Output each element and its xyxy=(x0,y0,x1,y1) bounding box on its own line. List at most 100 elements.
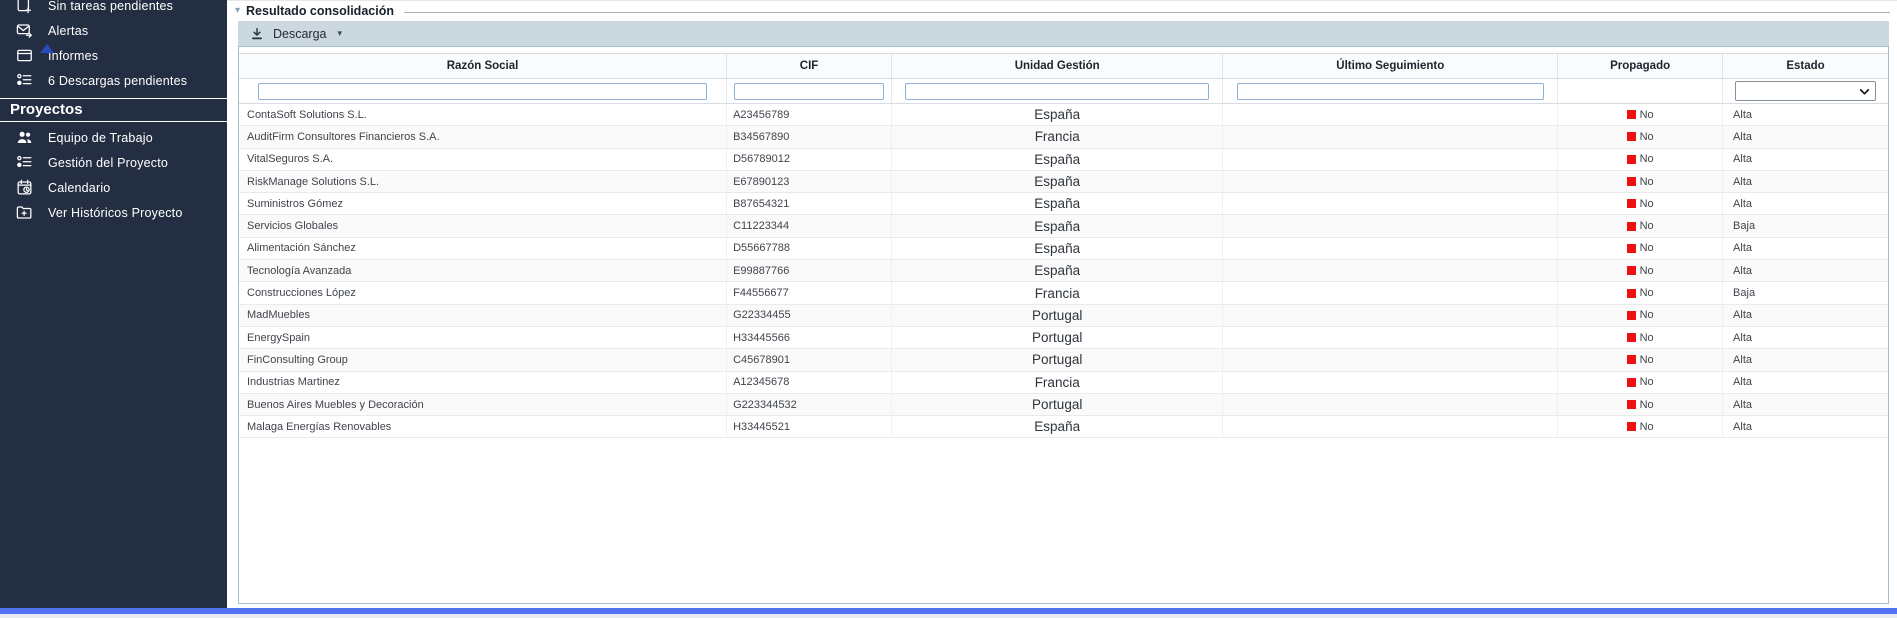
cell-cif: F44556677 xyxy=(727,282,892,304)
propagado-indicator xyxy=(1626,310,1636,320)
cell-razon_social: Malaga Energías Renovables xyxy=(239,416,728,438)
table-row[interactable]: MadMuebles G22334455 Portugal No Alta xyxy=(239,304,1888,327)
sidebar-item-sin-tareas-pendientes[interactable]: Sin tareas pendientes xyxy=(0,0,227,18)
cell-ultimo_seguimiento xyxy=(1223,126,1559,148)
table-row[interactable]: Industrias Martinez A12345678 Francia No Alt… xyxy=(239,371,1888,394)
propagado-indicator xyxy=(1626,400,1636,409)
cell-propagado: No xyxy=(1558,416,1724,438)
sidebar-item-label: Ver Históricos Proyecto xyxy=(48,205,183,220)
propagado-label: No xyxy=(1639,175,1654,188)
legend-divider xyxy=(403,11,1890,13)
cell-estado: Alta xyxy=(1733,353,1753,366)
cell-unidad_gestion: España xyxy=(892,193,1224,215)
cell-unidad_gestion: España xyxy=(892,148,1224,170)
table-body: ContaSoft Solutions S.L. A23456789 España N… xyxy=(239,104,1888,439)
calendar-clock-icon xyxy=(15,178,37,197)
column-header-unidad_gestion[interactable]: Unidad Gestión xyxy=(892,54,1224,78)
propagado-label: No xyxy=(1639,242,1654,255)
table-row[interactable]: VitalSeguros S.A. D56789012 España No Alta xyxy=(239,148,1888,171)
column-header-razon_social[interactable]: Razón Social xyxy=(239,54,728,78)
cell-estado: Alta xyxy=(1733,420,1753,433)
cell-ultimo_seguimiento xyxy=(1223,304,1559,326)
filter-cell-razon_social xyxy=(239,79,728,103)
download-button[interactable]: Descarga ▾ xyxy=(250,27,342,41)
cell-ultimo_seguimiento xyxy=(1223,393,1559,416)
filter-cif-input[interactable] xyxy=(733,82,885,100)
sidebar-section-proyectos: Proyectos xyxy=(0,98,227,122)
cell-ultimo_seguimiento xyxy=(1223,416,1559,438)
table-row[interactable]: Buenos Aires Muebles y Decoración G223344… xyxy=(239,393,1888,417)
cell-estado: Baja xyxy=(1733,220,1756,233)
propagado-indicator xyxy=(1626,221,1636,231)
cell-cif: G223344532 xyxy=(727,393,892,416)
table-row[interactable]: Alimentación Sánchez D55667788 España No Alt… xyxy=(239,237,1888,261)
cell-ultimo_seguimiento xyxy=(1223,170,1559,193)
column-header-estado[interactable]: Estado xyxy=(1786,60,1825,72)
cell-propagado: No xyxy=(1558,304,1724,326)
table-row[interactable]: Suministros Gómez B87654321 España No Alta xyxy=(239,193,1888,216)
sidebar-item-gestion-del-proyecto[interactable]: Gestión del Proyecto xyxy=(0,150,227,175)
table-row[interactable]: FinConsulting Group C45678901 Portugal No Al… xyxy=(239,349,1888,372)
propagado-indicator xyxy=(1626,132,1636,142)
cell-estado: Baja xyxy=(1733,287,1756,300)
dropdown-caret-icon: ▾ xyxy=(337,28,343,38)
filter-cell-ultimo_seguimiento xyxy=(1223,79,1559,103)
cell-estado: Alta xyxy=(1733,309,1753,322)
cell-estado: Alta xyxy=(1733,264,1753,277)
cell-ultimo_seguimiento xyxy=(1223,237,1559,260)
cell-razon_social: AuditFirm Consultores Financieros S.A. xyxy=(239,126,728,148)
propagado-label: No xyxy=(1639,108,1654,121)
column-header-cif[interactable]: CIF xyxy=(727,54,892,78)
table-row[interactable]: Servicios Globales C11223344 España No Baja xyxy=(239,215,1888,238)
sidebar-item-calendario[interactable]: Calendario xyxy=(0,175,227,200)
table-row[interactable]: Construcciones López F44556677 Francia No Ba… xyxy=(239,282,1888,305)
sidebar-item-equipo-de-trabajo[interactable]: Equipo de Trabajo xyxy=(0,125,227,150)
cell-unidad_gestion: España xyxy=(892,170,1224,193)
sidebar-item-descargas-pendientes[interactable]: 6 Descargas pendientes xyxy=(0,68,227,93)
filter-cell-cif xyxy=(727,79,892,103)
cell-estado: Alta xyxy=(1733,242,1753,255)
table-header-row: Razón Social CIF Unidad Gestión Último Segu… xyxy=(239,53,1888,79)
table-row[interactable]: Tecnología Avanzada E99887766 España No Alta xyxy=(239,260,1888,283)
propagado-indicator xyxy=(1626,110,1636,120)
cell-cif: E99887766 xyxy=(727,260,892,282)
filter-unidad_gestion-input[interactable] xyxy=(905,82,1210,100)
table-row[interactable]: EnergySpain H33445566 Portugal No Alta xyxy=(239,326,1888,350)
column-header-ultimo_seguimiento[interactable]: Último Seguimiento xyxy=(1223,54,1559,78)
filter-razon_social-input[interactable] xyxy=(258,82,707,100)
cell-propagado: No xyxy=(1558,371,1724,393)
propagado-indicator xyxy=(1626,288,1636,298)
sidebar-item-informes[interactable]: Informes xyxy=(0,43,227,68)
sidebar-item-ver-historicos-proyecto[interactable]: Ver Históricos Proyecto xyxy=(0,200,227,225)
cell-propagado: No xyxy=(1558,260,1724,282)
propagado-label: No xyxy=(1639,197,1654,210)
sidebar-item-alertas[interactable]: Alertas xyxy=(0,18,227,43)
filter-ultimo_seguimiento-input[interactable] xyxy=(1236,82,1544,100)
cell-estado: Alta xyxy=(1733,130,1753,143)
list-icon xyxy=(15,71,37,90)
collapse-caret-icon[interactable]: ▾ xyxy=(235,5,241,16)
download-button-label: Descarga xyxy=(273,26,327,41)
cell-propagado: No xyxy=(1558,349,1724,371)
propagado-label: No xyxy=(1639,220,1654,233)
cell-razon_social: Tecnología Avanzada xyxy=(239,260,728,282)
propagado-label: No xyxy=(1639,309,1654,322)
users-icon xyxy=(15,128,37,147)
filter-cell-propagado xyxy=(1558,79,1724,103)
tasks-icon xyxy=(15,0,37,15)
table-row[interactable]: AuditFirm Consultores Financieros S.A. B3… xyxy=(239,126,1888,149)
propagado-indicator xyxy=(1626,355,1636,365)
propagado-label: No xyxy=(1639,398,1654,411)
estado-filter-select[interactable] xyxy=(1735,81,1876,101)
table-row[interactable]: RiskManage Solutions S.L. E67890123 España… xyxy=(239,170,1888,194)
cell-ultimo_seguimiento xyxy=(1223,326,1559,349)
table-row[interactable]: ContaSoft Solutions S.L. A23456789 España N… xyxy=(239,104,1888,127)
list-icon xyxy=(15,153,37,172)
column-header-propagado[interactable]: Propagado xyxy=(1558,54,1724,78)
folder-icon xyxy=(15,46,37,65)
table-row[interactable]: Malaga Energías Renovables H33445521 Españ… xyxy=(239,416,1888,439)
cell-estado: Alta xyxy=(1733,398,1753,411)
cell-unidad_gestion: Francia xyxy=(892,282,1224,304)
sidebar-item-label: 6 Descargas pendientes xyxy=(48,73,188,88)
cell-propagado: No xyxy=(1558,237,1724,260)
